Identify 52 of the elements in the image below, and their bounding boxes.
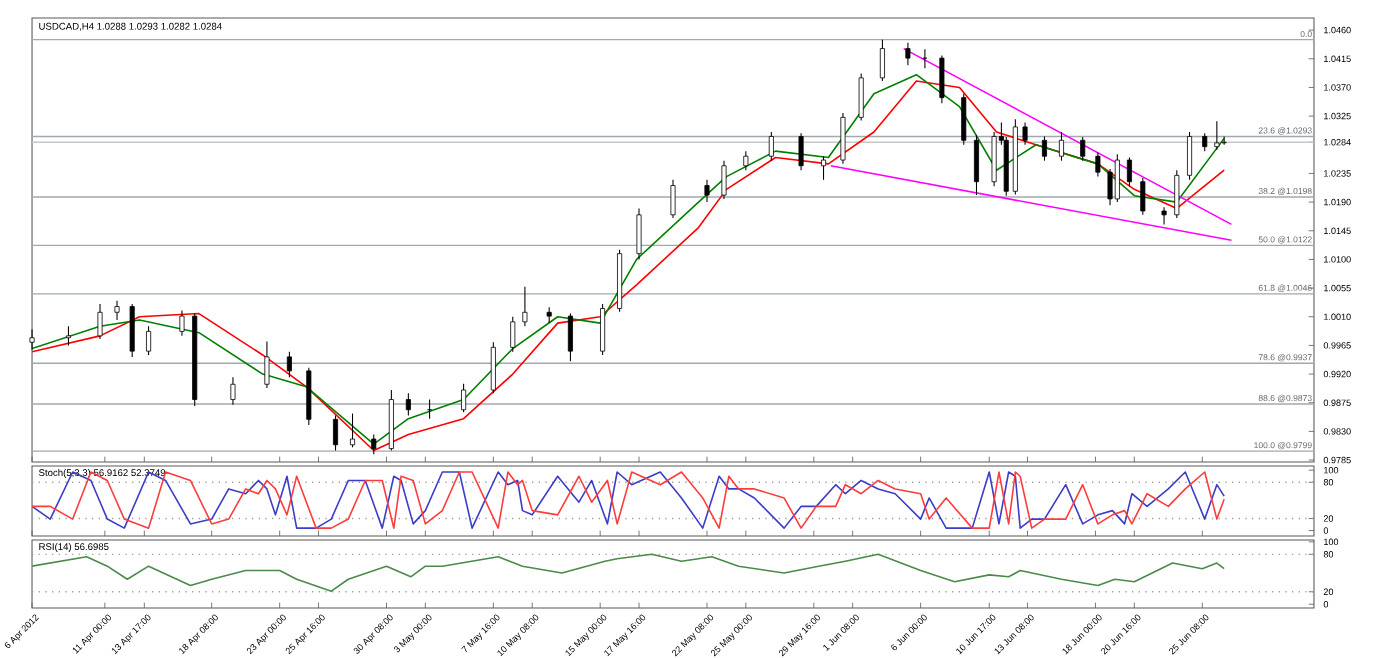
candlestick (490, 341, 496, 394)
candlestick (349, 413, 356, 448)
candlestick (97, 303, 103, 340)
candlestick (991, 131, 997, 187)
candlestick (29, 328, 35, 351)
candlestick (230, 376, 236, 406)
line-series (32, 471, 1225, 529)
candlestick (1080, 136, 1086, 162)
candlestick (114, 300, 120, 321)
candlestick (1161, 206, 1167, 225)
candlestick (371, 434, 377, 455)
candlestick (522, 286, 528, 327)
candlestick (1174, 169, 1180, 219)
candlestick (286, 351, 292, 378)
candlestick (1214, 120, 1220, 151)
candlestick (426, 399, 433, 420)
candlestick (821, 155, 827, 181)
candlestick (798, 132, 804, 171)
candlestick (768, 131, 774, 162)
candlestick (704, 179, 710, 203)
candlestick (743, 150, 749, 171)
candlestick (1095, 151, 1101, 178)
candlestick (146, 325, 152, 356)
candlestick (510, 316, 516, 353)
candlestick (1126, 156, 1132, 187)
candlestick (264, 341, 270, 389)
candlestick (939, 55, 945, 104)
candlestick (1058, 131, 1064, 162)
candlestick (600, 303, 606, 356)
candlestick (1187, 131, 1193, 181)
candlestick (179, 309, 185, 337)
candlestick (840, 112, 846, 165)
candlestick (332, 414, 339, 452)
candlestick (65, 325, 71, 346)
candlestick (670, 179, 676, 219)
candlestick (461, 383, 467, 413)
line-series (32, 553, 1225, 592)
candlestick (973, 134, 980, 196)
candlestick (636, 207, 642, 260)
candlestick (922, 48, 928, 69)
candlestick (567, 313, 573, 362)
candlestick (1114, 153, 1120, 203)
candlestick (879, 39, 885, 82)
candlestick (1041, 135, 1047, 162)
candlestick (721, 160, 727, 200)
candlestick (1140, 177, 1146, 216)
candlestick (129, 303, 135, 358)
candlestick (961, 93, 967, 146)
candlestick (1022, 121, 1028, 146)
candlestick (858, 72, 864, 122)
candlestick (905, 42, 911, 66)
candlestick (405, 392, 411, 417)
